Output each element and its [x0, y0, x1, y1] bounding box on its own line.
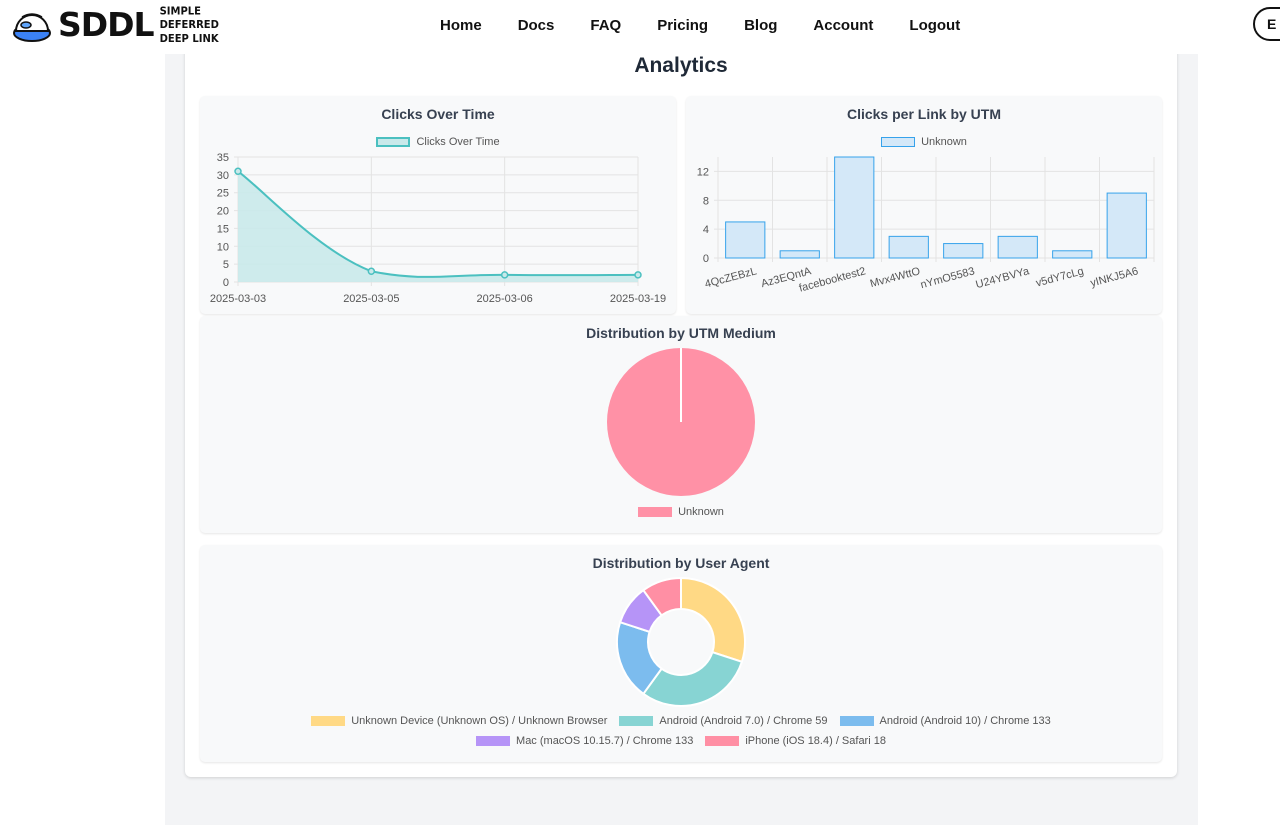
user-agent-card: Distribution by User Agent Unknown Devic…	[200, 545, 1162, 762]
bar-rect	[725, 221, 766, 259]
clicks-over-time-chart: 0 5 10 15 20 25 30 35 2025-03-03 2025-03-05 2025-0…	[210, 152, 666, 305]
user-agent-title: Distribution by User Agent	[592, 555, 770, 571]
line-legend-label: Clicks Over Time	[416, 136, 500, 148]
ua-legend-label: Android (Android 10) / Chrome 133	[879, 715, 1051, 727]
sddl-logo-icon	[13, 13, 51, 42]
bar-x-tick-label: Mvx4WttO	[869, 265, 922, 290]
utm-medium-title: Distribution by UTM Medium	[586, 325, 776, 341]
header-cta-button[interactable]: E	[1253, 7, 1280, 41]
ua-legend-swatch	[705, 736, 740, 746]
utm-medium-pie-chart	[607, 348, 755, 496]
line-x-tick-label: 2025-03-06	[477, 293, 533, 305]
ua-legend-item-iphone[interactable]: iPhone (iOS 18.4) / Safari 18	[705, 731, 886, 751]
bar-rect	[1052, 250, 1093, 259]
bar-legend-label: Unknown	[921, 136, 967, 148]
nav-faq-link[interactable]: FAQ	[590, 17, 622, 34]
ua-legend-item-unknown[interactable]: Unknown Device (Unknown OS) / Unknown Br…	[311, 711, 607, 731]
bar-x-tick-label: nYmO5583	[919, 265, 976, 291]
ua-legend-swatch	[476, 736, 511, 746]
line-data-point	[500, 271, 509, 279]
page-title: Analytics	[634, 54, 728, 77]
top-navbar: SDDL SIMPLE DEFERRED DEEP LINK Home Docs…	[0, 0, 1280, 54]
line-data-point	[634, 271, 642, 279]
line-data-point	[234, 167, 242, 176]
nav-account-link[interactable]: Account	[813, 17, 874, 34]
clicks-per-link-card: Clicks per Link by UTM Unknown 0 4 8 12 4QcZ…	[686, 96, 1162, 314]
bar-chart-legend: Unknown	[686, 132, 1162, 152]
line-y-tick-label: 20	[217, 206, 229, 218]
line-y-tick-label: 35	[217, 152, 229, 164]
line-chart-title: Clicks Over Time	[381, 106, 495, 122]
line-data-point	[367, 267, 376, 276]
bar-x-tick-label: U24YBVYa	[974, 265, 1031, 291]
user-agent-legend: Unknown Device (Unknown OS) / Unknown Br…	[301, 711, 1061, 751]
bar-y-tick-label: 0	[703, 253, 709, 265]
bar-rect	[997, 235, 1038, 259]
line-series	[237, 170, 639, 278]
bar-legend-swatch	[881, 137, 916, 147]
logo-tagline: SIMPLE DEFERRED DEEP LINK	[159, 5, 219, 45]
ua-legend-item-android10[interactable]: Android (Android 10) / Chrome 133	[839, 711, 1051, 731]
bar-rect	[779, 250, 820, 259]
bar-x-tick-label: yINKJ5A6	[1089, 265, 1139, 289]
line-area-fill	[238, 171, 638, 282]
ua-legend-swatch	[311, 716, 346, 726]
bar-y-tick-label: 8	[703, 195, 709, 207]
utm-medium-legend: Unknown	[200, 502, 1162, 522]
bar-rect	[888, 235, 929, 259]
line-y-tick-label: 25	[217, 188, 229, 200]
nav-logout-link[interactable]: Logout	[909, 17, 961, 34]
line-chart-legend: Clicks Over Time	[200, 132, 676, 152]
ua-legend-label: Android (Android 7.0) / Chrome 59	[659, 715, 828, 727]
logo-text: SDDL	[58, 5, 155, 44]
bar-rect	[834, 156, 875, 259]
nav-home-link[interactable]: Home	[440, 17, 482, 34]
line-y-tick-label: 10	[217, 241, 229, 253]
line-x-tick-label: 2025-03-03	[210, 293, 266, 305]
bar-legend-item[interactable]: Unknown	[881, 132, 967, 152]
bar-rect	[1106, 192, 1147, 259]
bar-y-tick-label: 4	[703, 224, 709, 236]
line-y-tick-label: 15	[217, 223, 229, 235]
utm-medium-card: Distribution by UTM Medium Unknown	[200, 316, 1162, 533]
ua-legend-swatch	[619, 716, 654, 726]
bar-rect	[943, 243, 984, 259]
utm-medium-legend-swatch	[638, 507, 673, 517]
bar-y-tick-label: 12	[697, 166, 709, 178]
line-legend-swatch	[376, 137, 411, 147]
donut-slice	[641, 650, 744, 707]
utm-medium-legend-label: Unknown	[678, 506, 724, 518]
ua-legend-label: iPhone (iOS 18.4) / Safari 18	[745, 735, 886, 747]
line-x-tick-label: 2025-03-05	[343, 293, 399, 305]
user-agent-donut-chart	[616, 576, 746, 707]
line-y-tick-label: 0	[223, 277, 229, 289]
clicks-over-time-card: Clicks Over Time Clicks Over Time 0 5 10 15…	[200, 96, 676, 314]
nav-pricing-link[interactable]: Pricing	[657, 17, 709, 34]
ua-legend-label: Mac (macOS 10.15.7) / Chrome 133	[516, 735, 694, 747]
ua-legend-swatch	[839, 716, 874, 726]
nav-blog-link[interactable]: Blog	[744, 17, 778, 34]
ua-legend-item-mac[interactable]: Mac (macOS 10.15.7) / Chrome 133	[476, 731, 693, 751]
line-y-tick-label: 5	[223, 259, 229, 271]
donut-slice	[680, 576, 746, 664]
line-x-tick-label: 2025-03-19	[610, 293, 666, 305]
utm-medium-legend-item[interactable]: Unknown	[638, 502, 724, 522]
nav-docs-link[interactable]: Docs	[517, 17, 555, 34]
ua-legend-item-android7[interactable]: Android (Android 7.0) / Chrome 59	[619, 711, 828, 731]
line-y-tick-label: 30	[217, 170, 229, 182]
bar-x-tick-label: v5dY7cLg	[1035, 265, 1085, 289]
donut-slice	[641, 576, 682, 617]
line-legend-item[interactable]: Clicks Over Time	[376, 132, 500, 152]
brand-logo[interactable]: SDDL SIMPLE DEFERRED DEEP LINK	[12, 5, 240, 45]
bar-chart-title: Clicks per Link by UTM	[846, 106, 1002, 122]
bar-x-tick-label: 4QcZEBzL	[704, 265, 758, 290]
main-nav: Home Docs FAQ Pricing Blog Account Logou…	[422, 14, 978, 37]
ua-legend-label: Unknown Device (Unknown OS) / Unknown Br…	[351, 715, 608, 727]
